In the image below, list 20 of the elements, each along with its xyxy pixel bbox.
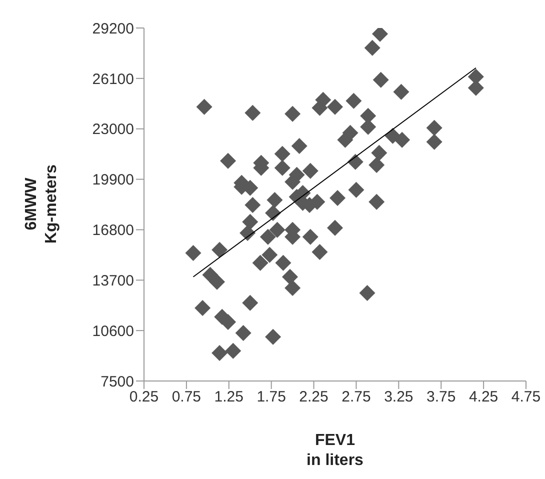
x-tick-label: 4.25 bbox=[468, 388, 498, 406]
y-tick-label: 29200 bbox=[92, 20, 134, 38]
x-tick-label: 3.25 bbox=[384, 388, 414, 406]
y-tick-label: 23000 bbox=[92, 121, 134, 138]
y-tick-label: 10600 bbox=[92, 322, 134, 340]
x-tick-label: 1.75 bbox=[256, 388, 286, 406]
x-tick-label: 2.75 bbox=[342, 388, 371, 406]
x-axis-title: FEV1 in liters bbox=[306, 432, 364, 469]
y-axis-title: 6MWW Kg-meters bbox=[23, 164, 60, 244]
y-tick-label: 26100 bbox=[92, 70, 134, 88]
x-tick-label: 0.25 bbox=[129, 388, 159, 406]
y-tick-label: 16800 bbox=[92, 222, 134, 240]
x-tick-label: 2.25 bbox=[299, 388, 328, 406]
x-tick-label: 4.75 bbox=[511, 388, 541, 406]
y-tick-label: 19900 bbox=[92, 172, 134, 189]
y-tick-label: 13700 bbox=[92, 272, 134, 290]
x-tick-label: 0.75 bbox=[172, 388, 202, 406]
x-tick-label: 1.25 bbox=[214, 388, 244, 406]
y-tick-label: 7500 bbox=[100, 373, 134, 390]
x-tick-label: 3.75 bbox=[426, 388, 456, 406]
